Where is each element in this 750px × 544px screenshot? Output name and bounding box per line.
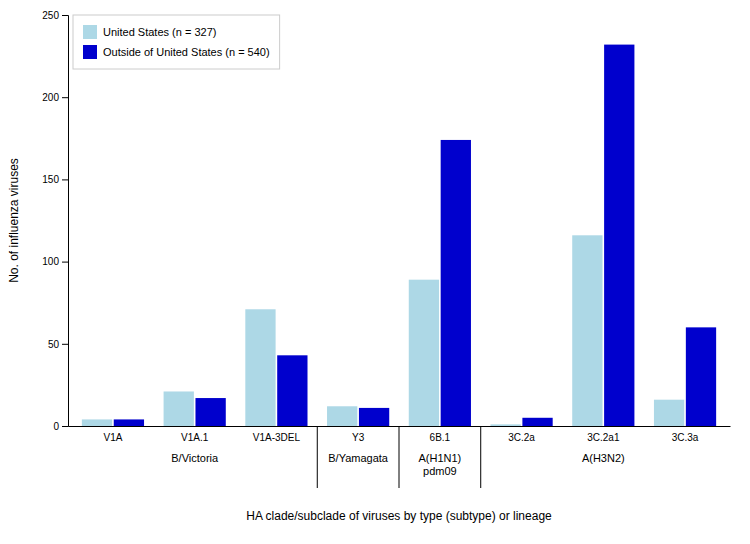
tick: 3C.2a (508, 432, 535, 443)
legend-item: Outside of United States (n = 540) (83, 45, 270, 59)
bar (195, 398, 225, 426)
tick-label: Y3 (352, 432, 365, 443)
tick-mark (62, 15, 68, 16)
bar (604, 45, 634, 426)
lineage-label-line: pdm09 (423, 465, 457, 477)
tick: 0 (53, 421, 68, 432)
legend-item: United States (n = 327) (83, 25, 216, 39)
legend-swatch (83, 45, 97, 59)
tick: V1A (103, 432, 122, 443)
group-divider (480, 426, 481, 488)
plot: 0 50 100 150 200 250 V1A V1A.1 V1A-3DEL Y3 6B.1 3C.… (42, 10, 730, 488)
bar (82, 419, 112, 426)
y-axis: 0 50 100 150 200 250 (42, 10, 68, 432)
legend-label: United States (n = 327) (103, 26, 216, 38)
tick: 250 (42, 10, 68, 21)
tick-label: 100 (42, 256, 59, 267)
bar (409, 280, 439, 426)
lineage-label-line: A(H3N2) (582, 452, 625, 464)
bar (359, 408, 389, 426)
legend-box (73, 15, 280, 69)
tick: 3C.2a1 (587, 432, 620, 443)
tick-mark (62, 97, 68, 98)
tick-label: 6B.1 (430, 432, 451, 443)
tick: Y3 (352, 432, 365, 443)
bar (114, 419, 144, 426)
tick: 6B.1 (430, 432, 451, 443)
tick: V1A-3DEL (253, 432, 301, 443)
lineage-label-line: B/Victoria (171, 452, 219, 464)
chart: 0 50 100 150 200 250 V1A V1A.1 V1A-3DEL Y3 6B.1 3C.… (0, 0, 750, 544)
axis-line (62, 16, 69, 427)
lineage-label-line: B/Yamagata (328, 452, 389, 464)
tick-label: 0 (53, 421, 59, 432)
tick-label: 250 (42, 10, 59, 21)
bar (572, 235, 602, 426)
tick: 150 (42, 174, 68, 185)
tick-label: 150 (42, 174, 59, 185)
bar (654, 400, 684, 426)
bar (327, 406, 357, 426)
tick-label: 3C.2a1 (587, 432, 620, 443)
bar (490, 424, 520, 426)
x-axis-title: HA clade/subclade of viruses by type (su… (246, 509, 552, 523)
bar-series (82, 235, 684, 426)
group-divider (399, 426, 400, 488)
tick-mark (62, 262, 68, 263)
tick-label: V1A.1 (181, 432, 209, 443)
bar (164, 391, 194, 426)
bar (441, 140, 471, 426)
tick-mark (62, 426, 68, 427)
tick: 50 (48, 339, 68, 350)
lineage-label: A(H1N1)pdm09 (418, 452, 461, 477)
tick: 100 (42, 256, 68, 267)
bar (686, 327, 716, 426)
tick-mark (62, 344, 68, 345)
lineage-label-line: A(H1N1) (418, 452, 461, 464)
tick-label: V1A-3DEL (253, 432, 301, 443)
lineage-label: A(H3N2) (582, 452, 625, 464)
bar (245, 309, 275, 426)
legend: United States (n = 327) Outside of United… (73, 15, 280, 69)
tick: V1A.1 (181, 432, 209, 443)
legend-swatch (83, 25, 97, 39)
bar (277, 355, 307, 426)
lineage-label: B/Victoria (171, 452, 219, 464)
group-divider (317, 426, 318, 488)
tick-label: 3C.2a (508, 432, 535, 443)
lineage-labels: B/Victoria B/Yamagata A(H1N1)pdm09 A(H3N2) (171, 452, 624, 477)
tick: 200 (42, 92, 68, 103)
lineage-label: B/Yamagata (328, 452, 389, 464)
y-axis-title: No. of influenza viruses (7, 158, 21, 283)
bar-series (114, 45, 716, 426)
tick-label: 50 (48, 339, 60, 350)
tick-label: 3C.3a (672, 432, 699, 443)
bars (82, 45, 716, 426)
tick: 3C.3a (672, 432, 699, 443)
tick-label: V1A (103, 432, 122, 443)
legend-label: Outside of United States (n = 540) (103, 46, 270, 58)
tick-mark (62, 179, 68, 180)
tick-label: 200 (42, 92, 59, 103)
bar (522, 418, 552, 426)
group-dividers (317, 426, 480, 488)
